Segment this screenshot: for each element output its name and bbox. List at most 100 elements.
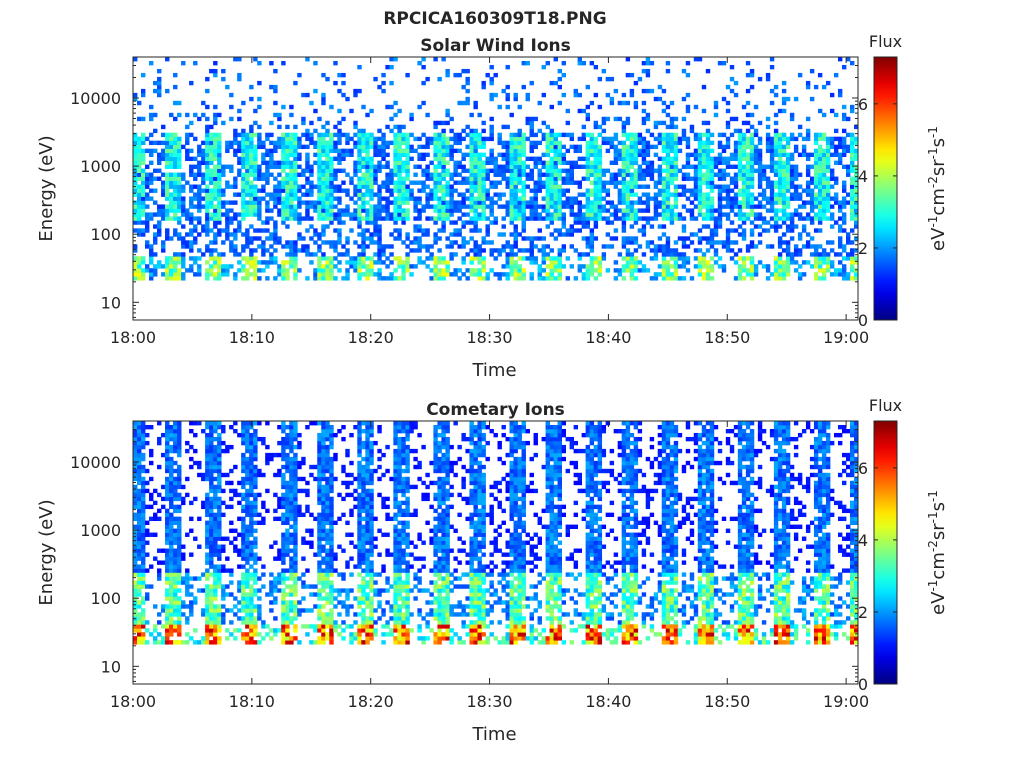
- heatmap-cell: [413, 228, 417, 232]
- heatmap-cell: [790, 157, 794, 161]
- heatmap-cell: [498, 137, 502, 141]
- heatmap-cell: [530, 244, 534, 248]
- heatmap-cell: [245, 236, 249, 240]
- heatmap-cell: [229, 169, 233, 173]
- heatmap-cell: [197, 248, 201, 252]
- heatmap-cell: [742, 137, 746, 141]
- heatmap-cell: [530, 260, 534, 264]
- heatmap-cell: [137, 556, 141, 560]
- heatmap-cell: [586, 224, 590, 228]
- heatmap-cell: [566, 161, 570, 165]
- heatmap-cell: [806, 260, 810, 264]
- heatmap-cell: [137, 272, 141, 276]
- heatmap-cell: [770, 272, 774, 276]
- heatmap-cell: [341, 189, 345, 193]
- heatmap-cell: [662, 137, 666, 141]
- heatmap-cell: [453, 240, 457, 244]
- heatmap-cell: [441, 133, 445, 137]
- heatmap-cell: [221, 268, 225, 272]
- heatmap-cell: [550, 161, 554, 165]
- heatmap-cell: [145, 268, 149, 272]
- heatmap-cell: [506, 276, 510, 280]
- heatmap-cell: [293, 173, 297, 177]
- heatmap-cell: [433, 173, 437, 177]
- heatmap-cell: [622, 153, 626, 157]
- heatmap-cell: [614, 153, 618, 157]
- heatmap-cell: [177, 101, 181, 105]
- heatmap-cell: [281, 276, 285, 280]
- heatmap-cell: [518, 204, 522, 208]
- heatmap-cell: [758, 216, 762, 220]
- heatmap-cell: [145, 185, 149, 189]
- heatmap-cell: [305, 276, 309, 280]
- heatmap-cell: [706, 137, 710, 141]
- heatmap-cell: [770, 153, 774, 157]
- heatmap-cell: [285, 216, 289, 220]
- heatmap-cell: [453, 141, 457, 145]
- heatmap-cell: [461, 272, 465, 276]
- heatmap-cell: [169, 541, 173, 545]
- heatmap-cell: [706, 69, 710, 73]
- heatmap-cell: [774, 153, 778, 157]
- heatmap-cell: [630, 73, 634, 77]
- heatmap-cell: [465, 69, 469, 73]
- heatmap-cell: [558, 200, 562, 204]
- heatmap-cell: [261, 228, 265, 232]
- heatmap-cell: [642, 169, 646, 173]
- heatmap-cell: [169, 564, 173, 568]
- heatmap-cell: [141, 433, 145, 437]
- heatmap-cell: [510, 161, 514, 165]
- heatmap-cell: [802, 153, 806, 157]
- heatmap-cell: [441, 228, 445, 232]
- heatmap-cell: [285, 212, 289, 216]
- heatmap-cell: [818, 264, 822, 268]
- heatmap-cell: [145, 177, 149, 181]
- heatmap-cell: [722, 157, 726, 161]
- heatmap-cell: [810, 216, 814, 220]
- heatmap-cell: [674, 212, 678, 216]
- heatmap-cell: [437, 212, 441, 216]
- heatmap-cell: [197, 153, 201, 157]
- heatmap-cell: [578, 145, 582, 149]
- heatmap-cell: [197, 216, 201, 220]
- heatmap-cell: [594, 208, 598, 212]
- heatmap-cell: [818, 133, 822, 137]
- heatmap-cell: [566, 173, 570, 177]
- heatmap-cell: [321, 204, 325, 208]
- heatmap-cell: [397, 173, 401, 177]
- heatmap-cell: [165, 608, 169, 612]
- heatmap-cell: [193, 173, 197, 177]
- heatmap-cell: [782, 81, 786, 85]
- heatmap-cell: [205, 129, 209, 133]
- heatmap-cell: [429, 137, 433, 141]
- heatmap-cell: [385, 185, 389, 189]
- heatmap-cell: [173, 189, 177, 193]
- heatmap-cell: [165, 509, 169, 513]
- heatmap-cell: [786, 161, 790, 165]
- heatmap-cell: [149, 196, 153, 200]
- heatmap-cell: [546, 204, 550, 208]
- heatmap-cell: [754, 204, 758, 208]
- heatmap-cell: [141, 441, 145, 445]
- heatmap-cell: [209, 141, 213, 145]
- heatmap-cell: [514, 157, 518, 161]
- heatmap-cell: [137, 169, 141, 173]
- heatmap-cell: [373, 252, 377, 256]
- heatmap-cell: [702, 109, 706, 113]
- heatmap-cell: [489, 196, 493, 200]
- heatmap-cell: [373, 173, 377, 177]
- heatmap-cell: [830, 185, 834, 189]
- heatmap-cell: [461, 177, 465, 181]
- heatmap-cell: [205, 173, 209, 177]
- heatmap-cell: [357, 196, 361, 200]
- heatmap-cell: [742, 232, 746, 236]
- heatmap-cell: [634, 105, 638, 109]
- heatmap-cell: [526, 185, 530, 189]
- heatmap-cell: [786, 244, 790, 248]
- heatmap-cell: [233, 57, 237, 61]
- heatmap-cell: [245, 169, 249, 173]
- heatmap-cell: [357, 189, 361, 193]
- heatmap-cell: [662, 161, 666, 165]
- heatmap-cell: [293, 137, 297, 141]
